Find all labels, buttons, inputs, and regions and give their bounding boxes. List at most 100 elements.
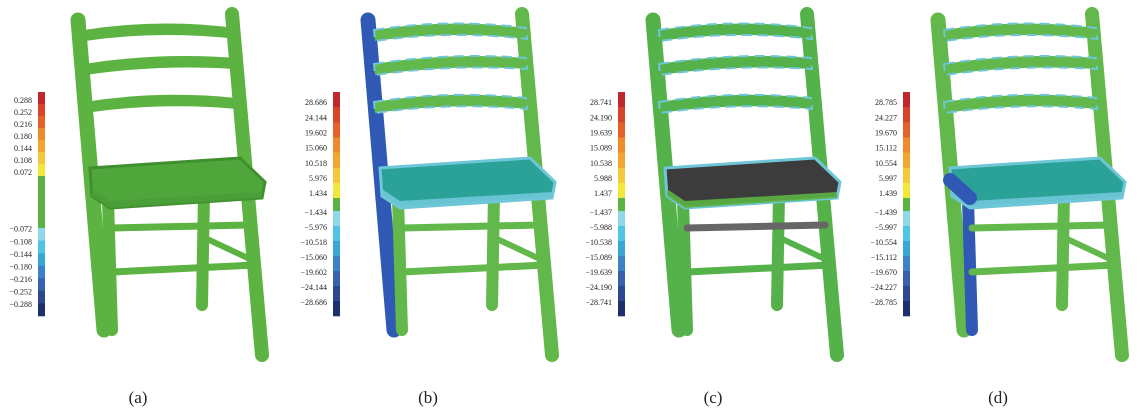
panel: 28.78524.22719.67015.11210.5545.9971.439… xyxy=(870,14,1125,407)
colorbar-segment xyxy=(903,271,910,286)
panel: 0.2880.2520.2160.1800.1440.1080.072−0.07… xyxy=(9,14,265,407)
colorbar-segment xyxy=(333,137,340,152)
colorbar-segment xyxy=(618,198,625,211)
scale-label: −0.108 xyxy=(9,237,32,246)
colorbar-segment xyxy=(38,241,45,254)
scale-label: −24.144 xyxy=(300,283,327,292)
colorbar-segment xyxy=(903,301,910,316)
colorbar-segment xyxy=(618,241,625,256)
colorbar-segment xyxy=(903,107,910,122)
figure: 0.2880.2520.2160.1800.1440.1080.072−0.07… xyxy=(0,0,1138,415)
chair-part xyxy=(205,238,252,260)
colorbar-segment xyxy=(38,291,45,304)
colorbar-segment xyxy=(618,92,625,107)
scale-label: 19.602 xyxy=(305,128,327,137)
colorbar-segment xyxy=(903,241,910,256)
colorbar-segment xyxy=(38,176,45,228)
colorbar-segment xyxy=(333,92,340,107)
chair-part xyxy=(777,195,779,305)
chair-slat xyxy=(84,56,237,75)
chair-part xyxy=(683,200,687,330)
scale-label: −28.686 xyxy=(300,298,327,307)
colorbar-segment xyxy=(618,256,625,271)
scale-label: 0.108 xyxy=(14,156,32,165)
colorbar-segment xyxy=(903,153,910,168)
chair-part xyxy=(492,195,494,305)
colorbar-segment xyxy=(38,303,45,316)
colorbar-segment xyxy=(903,256,910,271)
scale-label: 0.180 xyxy=(14,132,32,141)
panel: 28.68624.14419.60215.06010.5185.9761.434… xyxy=(300,14,555,407)
colorbar-segment xyxy=(38,104,45,116)
chair-slat xyxy=(659,23,812,41)
colorbar-segment xyxy=(618,153,625,168)
scale-label: −5.988 xyxy=(589,223,612,232)
chair-part xyxy=(972,265,1115,272)
chair-slat xyxy=(84,23,237,41)
scale-label: −19.670 xyxy=(870,268,897,277)
scale-label: −0.072 xyxy=(9,225,32,234)
chair-slat xyxy=(944,56,1097,75)
scale-label: −15.089 xyxy=(585,253,612,262)
colorbar-segment xyxy=(618,107,625,122)
colorbar-segment xyxy=(38,278,45,291)
colorbar-segment xyxy=(618,271,625,286)
scale-label: −28.785 xyxy=(870,298,897,307)
colorbar-segment xyxy=(38,152,45,164)
scale-label: −28.741 xyxy=(585,298,612,307)
scale-label: 15.112 xyxy=(875,144,897,153)
scale-label: 10.554 xyxy=(875,159,897,168)
scale-label: −0.216 xyxy=(9,275,32,284)
colorbar-segment xyxy=(38,128,45,140)
chair-part xyxy=(972,225,1110,228)
chair-slat xyxy=(84,95,237,113)
chair-slat xyxy=(659,95,812,113)
chair-part xyxy=(968,200,972,330)
scale-label: 28.686 xyxy=(305,98,327,107)
scale-label: 15.089 xyxy=(590,144,612,153)
scale-label: −19.602 xyxy=(300,268,327,277)
scale-label: 10.538 xyxy=(590,159,612,168)
chair-part xyxy=(687,265,830,272)
chair-part xyxy=(398,200,402,330)
scale-label: 0.252 xyxy=(14,108,32,117)
colorbar-segment xyxy=(333,301,340,316)
chair-part xyxy=(1065,238,1112,260)
scale-label: −10.554 xyxy=(870,238,897,247)
scale-label: 28.785 xyxy=(875,98,897,107)
scale-label: 5.988 xyxy=(594,174,612,183)
colorbar-segment xyxy=(333,168,340,183)
colorbar-segment xyxy=(38,253,45,266)
colorbar-segment xyxy=(903,286,910,301)
colorbar-segment xyxy=(903,92,910,107)
colorbar-segment xyxy=(333,183,340,198)
colorbar-segment xyxy=(38,228,45,241)
scale-label: 24.144 xyxy=(305,113,327,122)
chair-part xyxy=(1062,195,1064,305)
colorbar-segment xyxy=(333,226,340,241)
colorbar-segment xyxy=(618,137,625,152)
scale-label: 0.144 xyxy=(14,144,32,153)
scale-label: −1.437 xyxy=(589,208,612,217)
chair-slat xyxy=(374,56,527,75)
colorbar-segment xyxy=(38,164,45,176)
colorbar-segment xyxy=(333,286,340,301)
scale-label: 5.997 xyxy=(879,174,897,183)
scale-label: 1.437 xyxy=(594,189,612,198)
chair-slat xyxy=(374,95,527,113)
colorbar-segment xyxy=(333,241,340,256)
colorbar-segment xyxy=(618,301,625,316)
scale-label: −0.180 xyxy=(9,262,32,271)
chair-part xyxy=(108,200,112,330)
chair-slat xyxy=(374,23,527,41)
scale-label: −0.144 xyxy=(9,250,32,259)
colorbar-segment xyxy=(618,211,625,226)
scale-label: −10.518 xyxy=(300,238,327,247)
panel-label: (a) xyxy=(129,388,148,407)
chair-slat xyxy=(659,56,812,75)
panel: 28.74124.19019.63915.08910.5385.9881.437… xyxy=(585,14,840,407)
scale-label: 1.439 xyxy=(879,189,897,198)
scale-label: −10.538 xyxy=(585,238,612,247)
colorbar-segment xyxy=(333,122,340,137)
scale-label: 24.227 xyxy=(875,113,897,122)
